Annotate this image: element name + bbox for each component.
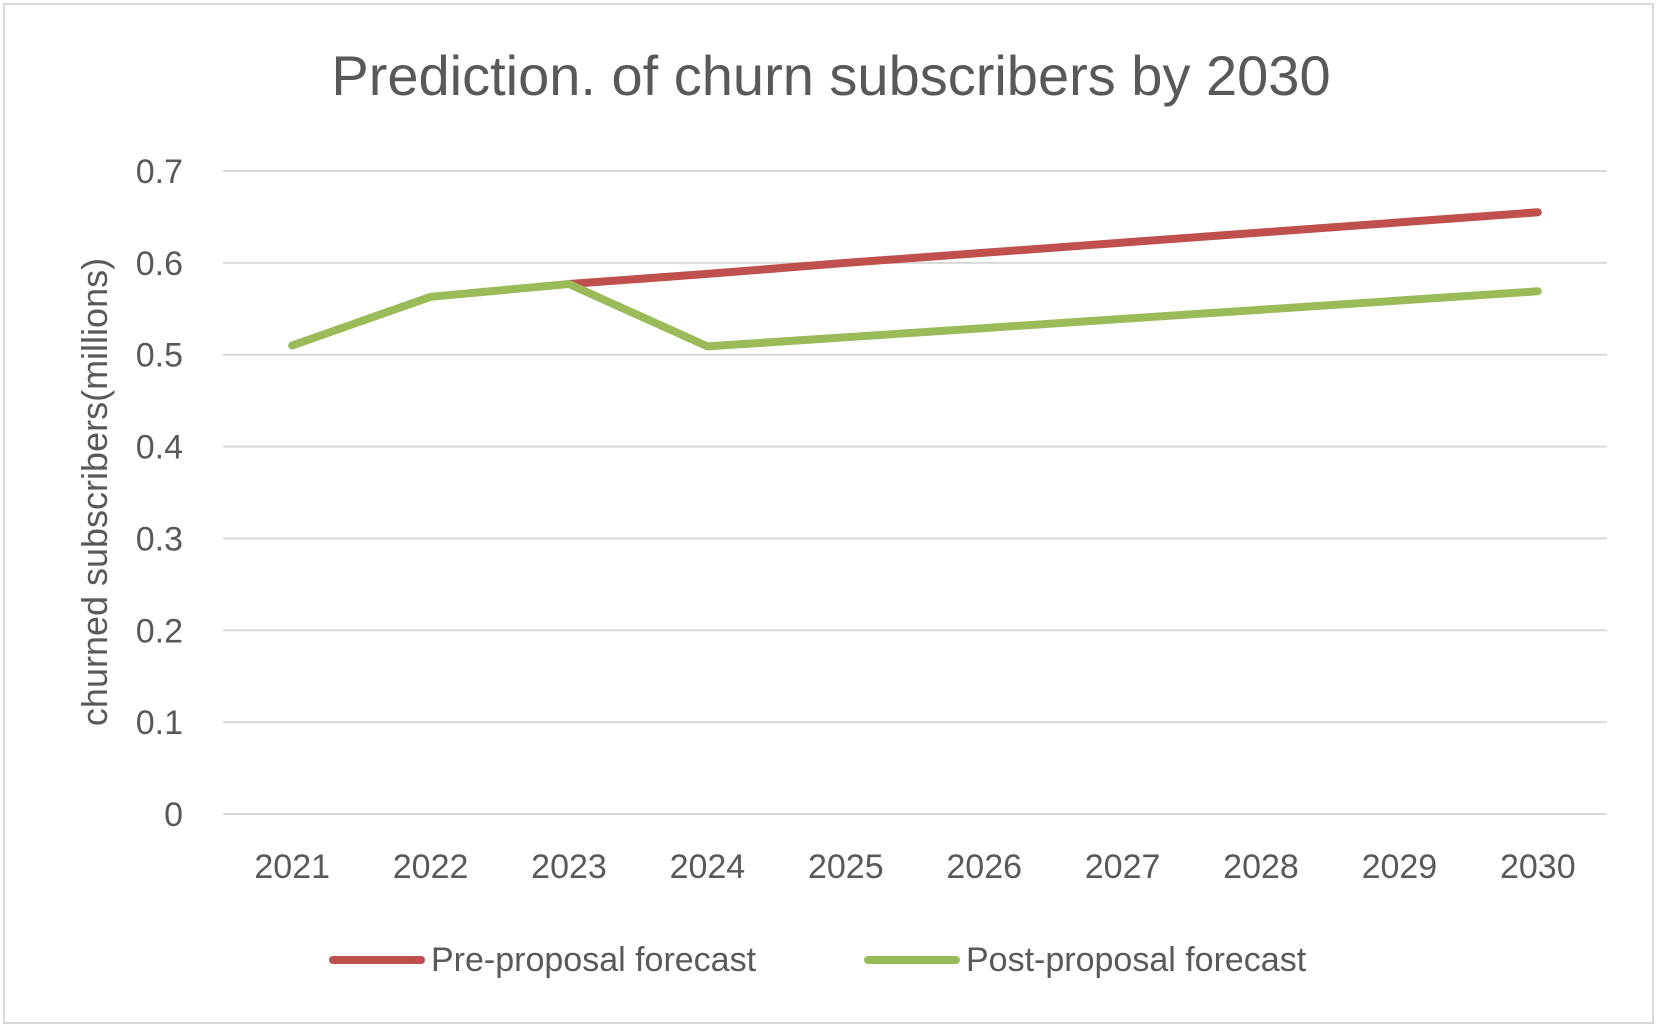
chart-frame: [3, 3, 1654, 1024]
x-tick-label: 2028: [1223, 848, 1299, 886]
y-tick-label: 0.2: [136, 612, 183, 650]
y-tick-label: 0.3: [136, 520, 183, 558]
y-axis-ticks: 0 0.1 0.2 0.3 0.4 0.5 0.6 0.7: [136, 153, 183, 834]
y-tick-label: 0.7: [136, 153, 183, 191]
chart-title: Prediction. of churn subscribers by 2030: [331, 44, 1330, 107]
gridlines: [223, 170, 1607, 815]
series-line-post-proposal: [288, 280, 1542, 351]
x-tick-label: 2023: [531, 848, 607, 886]
x-tick-label: 2026: [946, 848, 1022, 886]
legend: Pre-proposal forecast Post-proposal forec…: [329, 941, 1307, 979]
x-tick-label: 2027: [1085, 848, 1161, 886]
y-axis-label: churned subscribers(millions): [74, 258, 115, 726]
legend-label: Post-proposal forecast: [966, 941, 1307, 979]
x-tick-label: 2022: [393, 848, 469, 886]
y-tick-label: 0.1: [136, 704, 183, 742]
y-tick-label: 0.5: [136, 337, 183, 375]
series-lines: [288, 208, 1542, 351]
x-tick-label: 2029: [1362, 848, 1438, 886]
x-tick-label: 2024: [670, 848, 746, 886]
x-tick-label: 2030: [1500, 848, 1576, 886]
x-tick-label: 2021: [254, 848, 330, 886]
legend-label: Pre-proposal forecast: [431, 941, 757, 979]
x-tick-label: 2025: [808, 848, 884, 886]
series-line-pre-proposal: [565, 208, 1542, 288]
y-tick-label: 0.4: [136, 429, 183, 467]
x-axis-ticks: 2021 2022 2023 2024 2025 2026 2027 2028 2029 2030: [254, 848, 1575, 886]
y-tick-label: 0.6: [136, 245, 183, 283]
y-tick-label: 0: [164, 796, 183, 834]
